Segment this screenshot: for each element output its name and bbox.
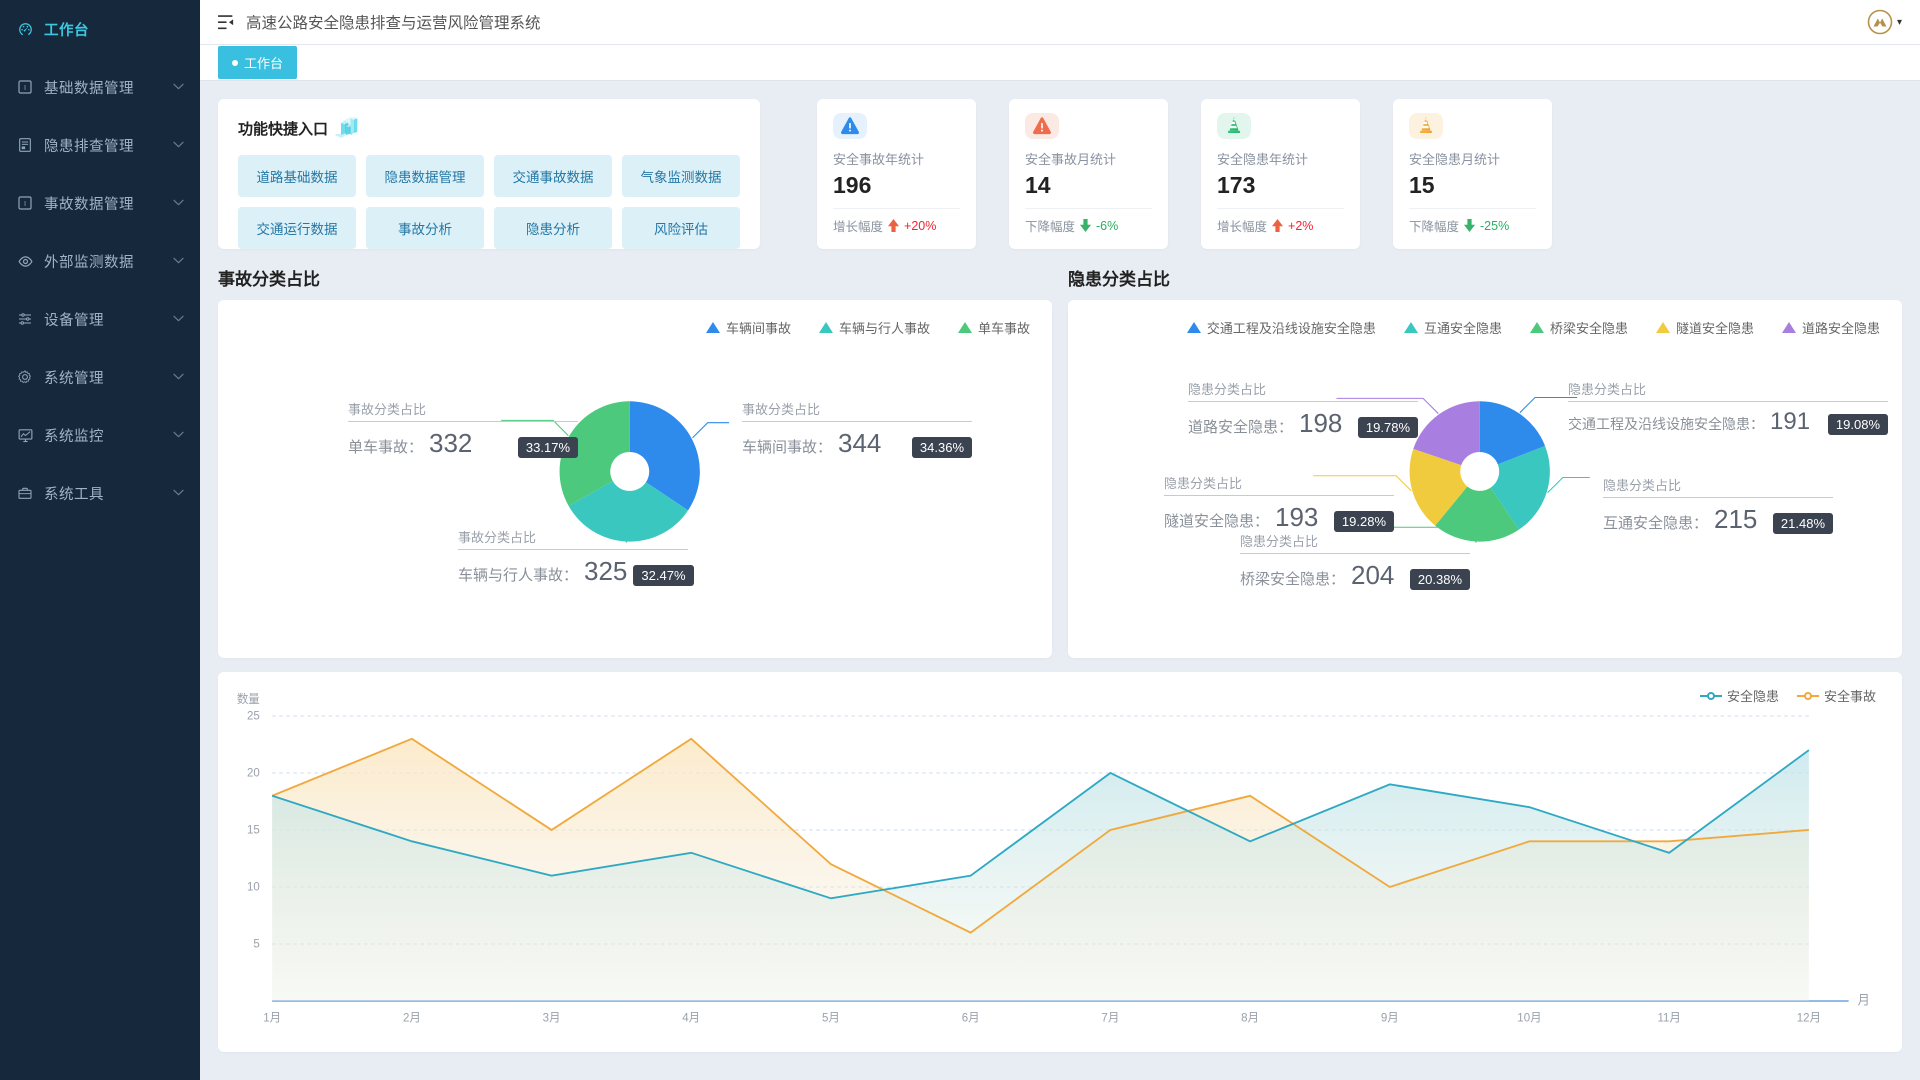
svg-text:25: 25 — [247, 708, 260, 722]
svg-text:10月: 10月 — [1517, 1010, 1541, 1024]
svg-text:11月: 11月 — [1657, 1010, 1680, 1024]
svg-text:8月: 8月 — [1241, 1010, 1259, 1024]
svg-text:4月: 4月 — [682, 1010, 700, 1024]
svg-text:5: 5 — [253, 936, 260, 950]
svg-text:12月: 12月 — [1797, 1010, 1821, 1024]
svg-text:2月: 2月 — [403, 1010, 421, 1024]
svg-text:6月: 6月 — [962, 1010, 980, 1024]
svg-text:I: I — [24, 83, 26, 92]
svg-text:数量: 数量 — [237, 692, 260, 706]
svg-text:9月: 9月 — [1381, 1010, 1399, 1024]
svg-text:15: 15 — [247, 822, 260, 836]
svg-text:10: 10 — [247, 879, 260, 893]
svg-text:20: 20 — [247, 765, 260, 779]
svg-text:月: 月 — [1857, 993, 1869, 1007]
svg-text:1月: 1月 — [263, 1010, 281, 1024]
svg-text:3月: 3月 — [543, 1010, 561, 1024]
svg-text:5月: 5月 — [822, 1010, 840, 1024]
svg-text:7月: 7月 — [1101, 1010, 1119, 1024]
svg-text:I: I — [24, 199, 26, 208]
